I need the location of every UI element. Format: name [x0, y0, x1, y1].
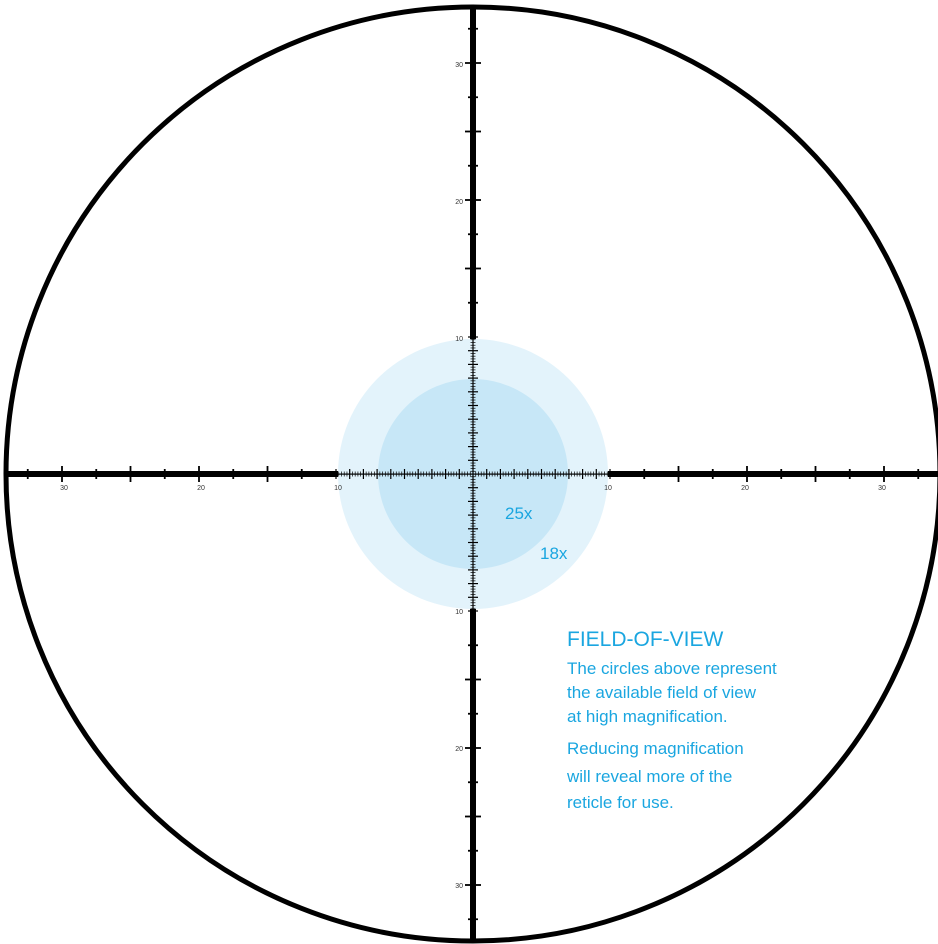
y-label-top-20: 20 — [455, 199, 463, 206]
fov-description-line: reticle for use. — [567, 793, 674, 812]
fov-description-line: at high magnification. — [567, 707, 728, 726]
fov-description-line: Reducing magnification — [567, 739, 744, 758]
magnification-label-25x: 25x — [505, 504, 533, 523]
magnification-label-18x: 18x — [540, 544, 568, 563]
x-label-right-10: 10 — [604, 485, 612, 492]
x-label-right-30: 30 — [878, 485, 886, 492]
fov-description-line: the available field of view — [567, 683, 757, 702]
fov-description-line: The circles above represent — [567, 659, 777, 678]
bottom-post — [470, 609, 476, 941]
x-label-left-10: 10 — [334, 485, 342, 492]
x-label-left-20: 20 — [197, 485, 205, 492]
left-post — [6, 471, 338, 477]
y-label-bottom-10: 10 — [455, 609, 463, 616]
y-label-bottom-30: 30 — [455, 883, 463, 890]
y-label-top-30: 30 — [455, 62, 463, 69]
x-label-left-30: 30 — [60, 485, 68, 492]
fov-description-line: will reveal more of the — [566, 767, 732, 786]
top-post — [470, 7, 476, 339]
x-label-right-20: 20 — [741, 485, 749, 492]
reticle-ticks — [26, 27, 920, 921]
right-post — [608, 471, 938, 477]
y-label-bottom-20: 20 — [455, 746, 463, 753]
y-label-top-10: 10 — [455, 336, 463, 343]
fov-title: FIELD-OF-VIEW — [567, 628, 724, 651]
center-vertical-line — [472, 339, 474, 609]
